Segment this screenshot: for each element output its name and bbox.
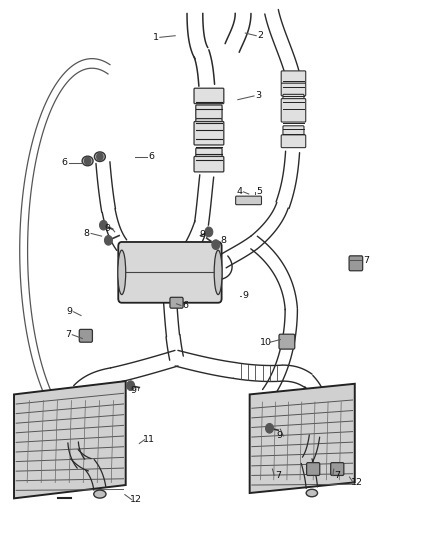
Text: 9: 9 [131, 386, 137, 394]
FancyBboxPatch shape [331, 463, 344, 475]
Polygon shape [14, 381, 126, 498]
FancyBboxPatch shape [279, 334, 295, 349]
FancyBboxPatch shape [236, 196, 261, 205]
Circle shape [265, 424, 273, 433]
Text: 7: 7 [334, 471, 340, 480]
FancyBboxPatch shape [194, 88, 224, 103]
Text: 12: 12 [130, 495, 142, 504]
FancyBboxPatch shape [307, 463, 320, 475]
Text: 5: 5 [256, 188, 262, 196]
Text: 9: 9 [104, 224, 110, 232]
Text: 3: 3 [255, 92, 261, 100]
FancyBboxPatch shape [170, 297, 183, 308]
Text: 8: 8 [84, 229, 90, 238]
Text: 6: 6 [62, 158, 68, 167]
FancyBboxPatch shape [196, 118, 222, 128]
Ellipse shape [214, 250, 222, 295]
Text: 6: 6 [148, 152, 154, 161]
Circle shape [205, 227, 213, 237]
Text: 7: 7 [363, 256, 369, 264]
FancyBboxPatch shape [118, 242, 222, 303]
FancyBboxPatch shape [196, 105, 222, 119]
FancyBboxPatch shape [194, 157, 224, 172]
Text: 7: 7 [276, 471, 282, 480]
FancyBboxPatch shape [281, 99, 306, 122]
FancyBboxPatch shape [283, 126, 304, 138]
Text: 4: 4 [236, 188, 242, 196]
FancyBboxPatch shape [281, 83, 306, 96]
Text: 6: 6 [182, 301, 188, 310]
Text: 11: 11 [143, 435, 155, 444]
Text: 9: 9 [66, 308, 72, 316]
Text: 9: 9 [200, 230, 206, 239]
Circle shape [85, 157, 91, 165]
Circle shape [212, 240, 220, 249]
Circle shape [127, 381, 134, 391]
Ellipse shape [118, 250, 126, 295]
Ellipse shape [95, 152, 105, 161]
Text: 2: 2 [258, 31, 264, 40]
Ellipse shape [306, 489, 318, 497]
Text: 9: 9 [276, 432, 282, 440]
FancyBboxPatch shape [79, 329, 92, 342]
FancyBboxPatch shape [196, 148, 222, 161]
Text: 8: 8 [220, 237, 226, 245]
FancyBboxPatch shape [194, 122, 224, 145]
FancyBboxPatch shape [349, 256, 363, 271]
FancyBboxPatch shape [281, 71, 306, 84]
FancyBboxPatch shape [283, 94, 304, 106]
Circle shape [97, 153, 103, 160]
Text: 1: 1 [152, 33, 159, 42]
Polygon shape [250, 384, 355, 493]
Text: 7: 7 [65, 330, 71, 339]
Text: 12: 12 [351, 478, 364, 487]
Ellipse shape [82, 156, 93, 166]
Circle shape [105, 236, 113, 245]
Text: 10: 10 [260, 338, 272, 346]
Circle shape [99, 220, 107, 230]
FancyBboxPatch shape [281, 135, 306, 148]
Text: 9: 9 [242, 292, 248, 300]
Ellipse shape [94, 490, 106, 498]
